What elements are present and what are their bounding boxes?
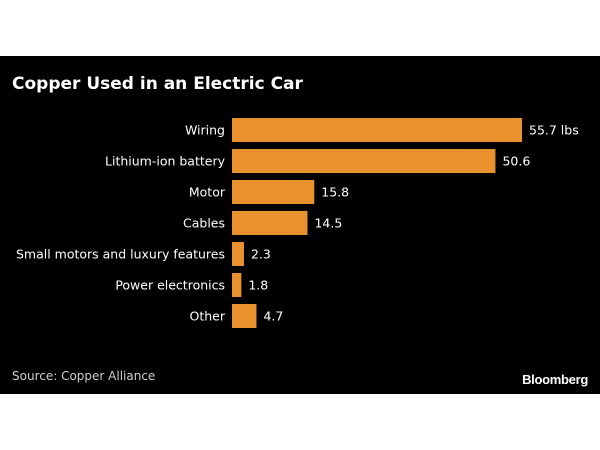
bar <box>232 273 242 297</box>
bar <box>232 304 257 328</box>
category-label: Lithium-ion battery <box>105 154 226 169</box>
chart-panel: Copper Used in an Electric Car Wiring 55.… <box>0 56 600 394</box>
value-label: 2.3 <box>251 247 271 262</box>
bar <box>232 180 315 204</box>
category-label: Motor <box>189 185 226 200</box>
value-label: 15.8 <box>321 185 349 200</box>
source-note: Source: Copper Alliance <box>12 369 156 383</box>
value-label: 4.7 <box>263 309 283 324</box>
bar <box>232 211 308 235</box>
value-label: 1.8 <box>248 278 268 293</box>
bloomberg-logo: Bloomberg <box>522 372 588 387</box>
category-label: Wiring <box>185 123 225 138</box>
bar <box>232 118 522 142</box>
category-label: Other <box>190 309 226 324</box>
bar-chart: Wiring 55.7 lbs Lithium-ion battery 50.6 Mot… <box>16 118 579 328</box>
category-label: Power electronics <box>115 278 225 293</box>
bar <box>232 242 244 266</box>
bar <box>232 149 496 173</box>
chart-title: Copper Used in an Electric Car <box>12 74 303 94</box>
category-label: Cables <box>183 216 225 231</box>
value-label: 55.7 lbs <box>529 123 579 138</box>
category-label: Small motors and luxury features <box>16 247 225 262</box>
value-label: 14.5 <box>314 216 342 231</box>
value-label: 50.6 <box>502 154 530 169</box>
